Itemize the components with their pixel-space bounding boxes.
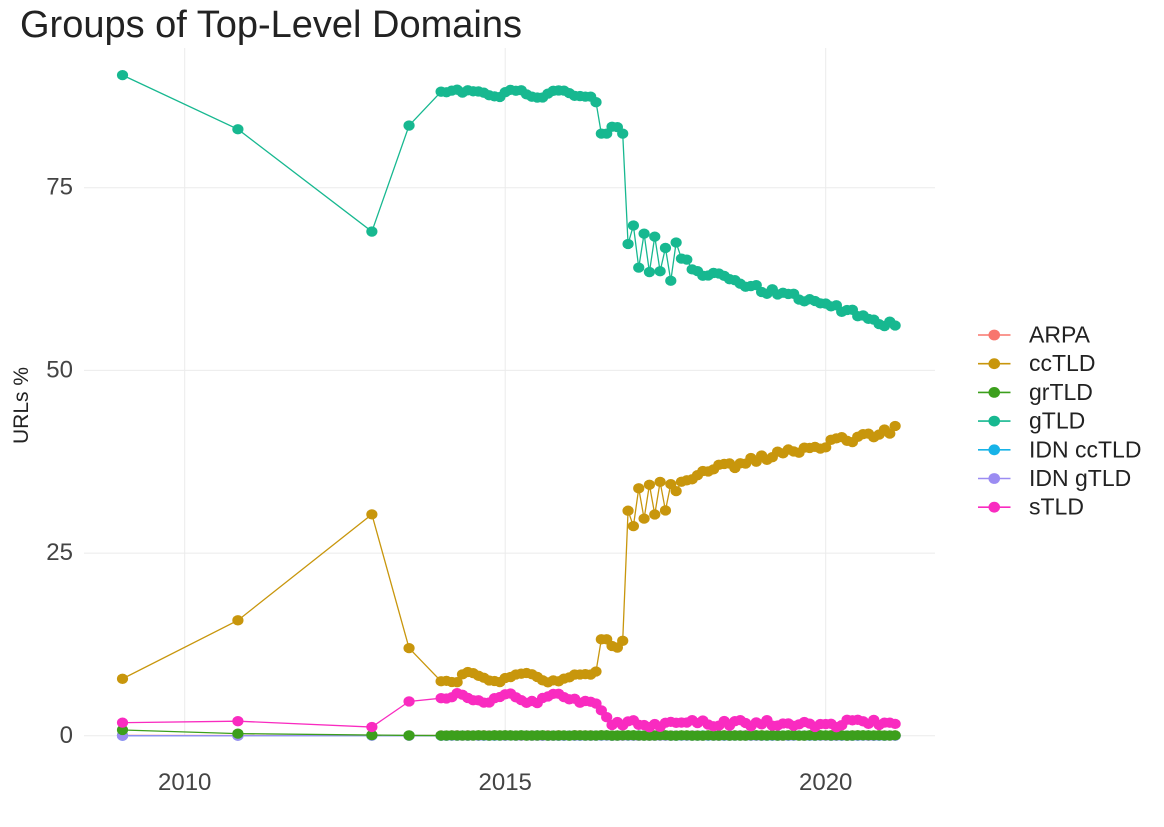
svg-text:grTLD: grTLD: [1029, 379, 1093, 405]
svg-text:ARPA: ARPA: [1029, 322, 1091, 348]
svg-text:sTLD: sTLD: [1029, 494, 1084, 520]
svg-text:0: 0: [60, 722, 73, 749]
svg-text:50: 50: [46, 356, 73, 383]
svg-text:2010: 2010: [158, 769, 211, 796]
svg-text:IDN gTLD: IDN gTLD: [1029, 465, 1131, 491]
svg-text:ccTLD: ccTLD: [1029, 350, 1095, 376]
svg-text:gTLD: gTLD: [1029, 408, 1085, 434]
svg-text:75: 75: [46, 174, 73, 201]
svg-text:2020: 2020: [799, 769, 852, 796]
svg-text:2015: 2015: [479, 769, 532, 796]
svg-text:25: 25: [46, 539, 73, 566]
svg-text:IDN ccTLD: IDN ccTLD: [1029, 436, 1141, 462]
